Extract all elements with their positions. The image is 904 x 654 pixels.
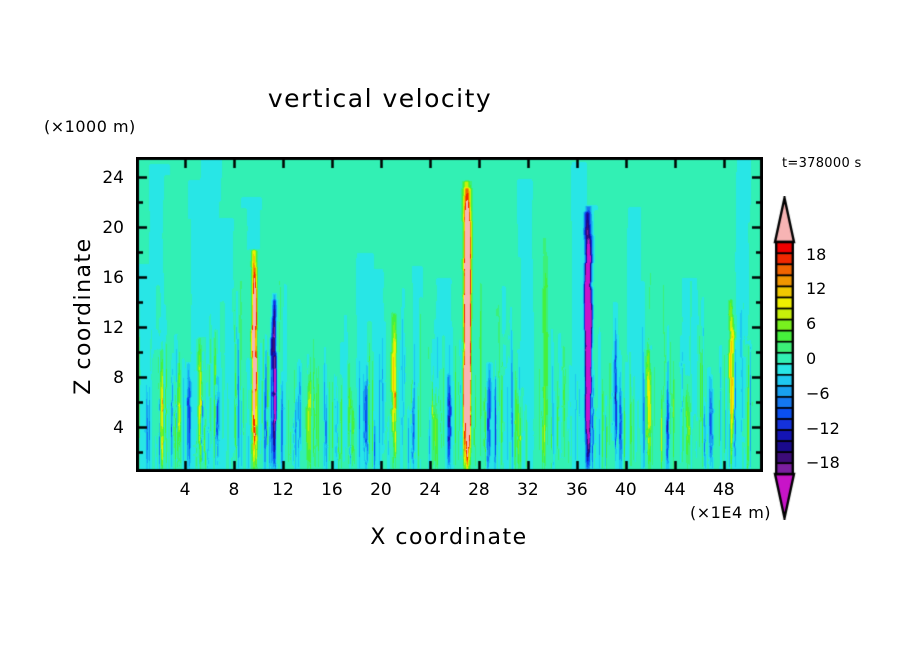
x-tick-label: 44: [664, 480, 686, 500]
timestamp-annotation: t=378000 s: [782, 156, 862, 171]
colorbar-tick-label: −6: [806, 383, 830, 403]
x-tick-label: 40: [615, 480, 637, 500]
colorbar-tick-label: −12: [806, 418, 840, 438]
colorbar-tick-label: 6: [806, 314, 817, 334]
colorbar-tick-label: 18: [806, 244, 827, 264]
y-tick-label: 12: [102, 318, 124, 338]
x-tick-label: 20: [370, 480, 392, 500]
y-axis-title: Z coordinate: [71, 237, 96, 395]
colorbar-tick-label: 12: [806, 279, 827, 299]
colorbar[interactable]: [766, 196, 802, 520]
x-axis-title: X coordinate: [370, 525, 528, 550]
x-tick-label: 28: [468, 480, 490, 500]
y-tick-label: 4: [113, 418, 124, 438]
y-tick-label: 20: [102, 218, 124, 238]
x-tick-label: 48: [712, 480, 735, 500]
x-tick-label: 36: [566, 480, 588, 500]
colorbar-tick-label: −18: [806, 453, 840, 473]
y-axis-unit-label: (×1000 m): [44, 117, 136, 136]
y-tick-label: 24: [102, 168, 124, 188]
x-tick-label: 32: [517, 480, 539, 500]
y-tick-label: 16: [102, 268, 124, 288]
x-tick-label: 12: [272, 480, 294, 500]
page-title: vertical velocity: [267, 84, 493, 113]
colorbar-tick-label: 0: [806, 349, 817, 368]
y-tick-label: 8: [113, 368, 124, 388]
x-tick-label: 8: [228, 480, 240, 500]
x-tick-label: 24: [419, 480, 441, 500]
contour-plot-area[interactable]: [136, 157, 763, 472]
x-tick-label: 4: [179, 480, 191, 500]
x-tick-label: 16: [321, 480, 343, 500]
x-axis-unit-label: (×1E4 m): [690, 503, 772, 522]
